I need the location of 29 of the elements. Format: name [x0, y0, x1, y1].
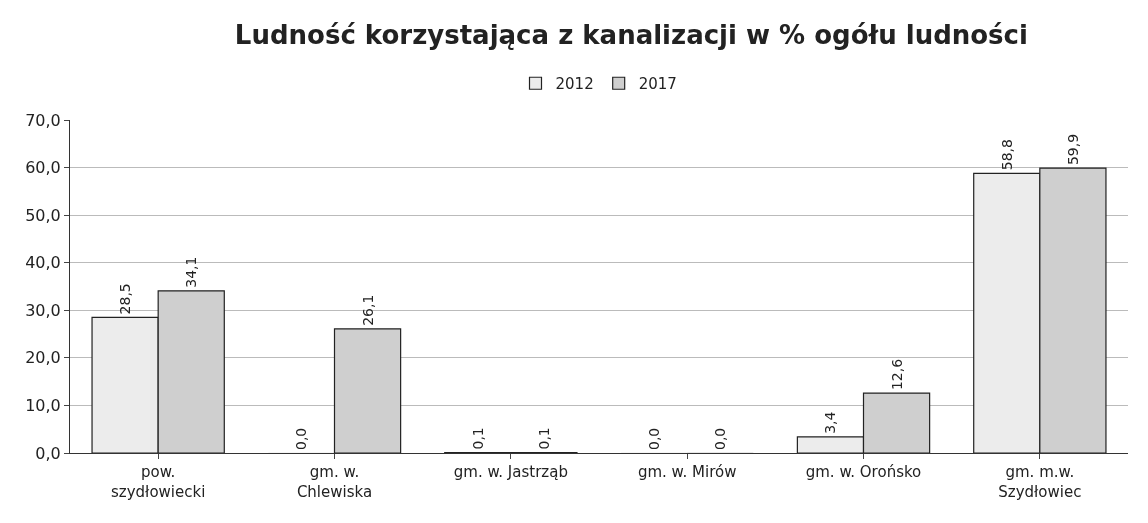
x-tick-label: gm. w. Jastrząb	[453, 463, 568, 481]
x-tick-label: gm. w. Mirów	[637, 463, 737, 481]
y-tick-label: 0,0	[35, 443, 61, 463]
y-tick-label: 40,0	[25, 253, 61, 273]
y-tick-label: 30,0	[25, 300, 61, 320]
data-label: 0,1	[469, 427, 486, 450]
data-label: 3,4	[822, 411, 839, 434]
data-label: 0,0	[646, 427, 663, 450]
chart-title: Ludność korzystająca z kanalizacji w % ogółu ludności	[234, 20, 1028, 51]
data-label: 58,8	[998, 139, 1015, 171]
x-tick-label: pow. szydłowiecki	[111, 463, 206, 501]
legend-label: 2012	[555, 75, 594, 94]
data-label: 28,5	[117, 283, 134, 315]
y-tick-label: 50,0	[25, 205, 61, 225]
data-label: 12,6	[888, 358, 905, 391]
y-tick-label: 10,0	[25, 396, 61, 416]
x-tick-label: gm. w. Orońsko	[805, 463, 922, 481]
data-label: 0,0	[712, 427, 729, 450]
legend-label: 2017	[638, 75, 677, 94]
y-tick-label: 60,0	[25, 158, 61, 178]
data-label: 34,1	[183, 256, 200, 288]
data-label: 26,1	[359, 294, 376, 326]
x-tick-label: gm. w. Chlewiska	[296, 463, 373, 501]
x-tick-label: gm. m.w. Szydłowiec	[998, 463, 1082, 501]
data-label: 59,9	[1064, 133, 1081, 166]
y-tick-label: 20,0	[25, 348, 61, 368]
y-tick-label: 70,0	[25, 110, 61, 130]
data-label: 0,0	[293, 427, 310, 450]
data-label: 0,1	[535, 427, 552, 450]
